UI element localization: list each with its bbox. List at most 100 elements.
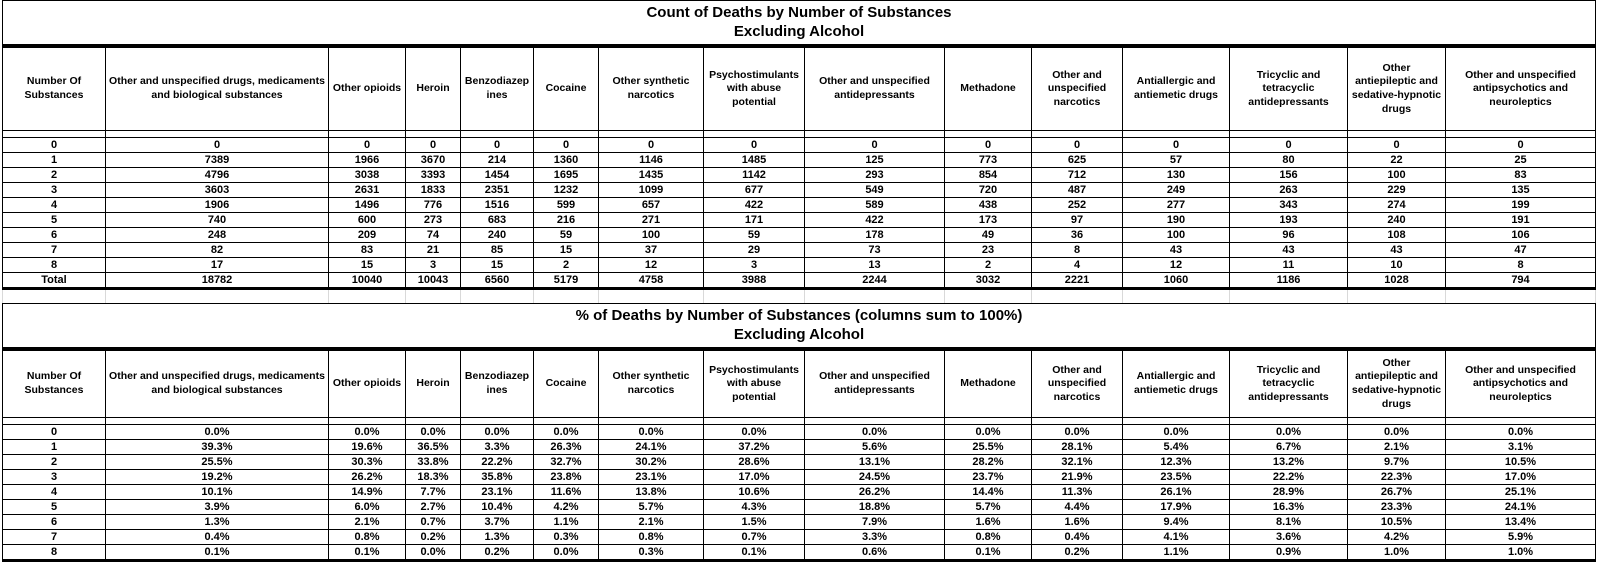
table-cell: 190 [1122,212,1230,228]
row-label: 5 [2,212,106,228]
table-cell: 5.6% [804,439,945,455]
table-cell: 22 [1347,152,1446,168]
table-cell: 0 [1347,137,1446,153]
table-row: 0 0.0% 0.0% 0.0% 0.0% 0.0% 0.0% 0.0% 0.0% 0.0% 0.0… [2,424,1596,440]
table-cell: 0 [1031,137,1123,153]
table-cell: 5.9% [1445,529,1596,545]
table-cell: 25 [1445,152,1596,168]
column-header: Tricyclic and tetracyclic antidepressant… [1229,350,1348,418]
table-cell: 599 [533,197,599,213]
table-cell: 0.0% [533,544,599,562]
row-label: 2 [2,454,106,470]
table-cell: 23.7% [944,469,1032,485]
table-cell: 80 [1229,152,1348,168]
spacer-cell [460,130,534,138]
table-cell: 3670 [405,152,461,168]
table-cell: 0 [460,137,534,153]
table-cell: 125 [804,152,945,168]
table-cell: 83 [1445,167,1596,183]
spacer-cell [703,130,805,138]
table-cell: 0 [804,137,945,153]
spacer-cell [598,130,704,138]
column-header: Other and unspecified drugs, medicaments… [105,350,329,418]
table-cell: 12 [598,257,704,273]
spacer-cell [944,417,1032,425]
table-cell: 4.2% [533,499,599,515]
table-cell: 1.6% [1031,514,1123,530]
gap-cell [533,290,599,303]
table-cell: 854 [944,167,1032,183]
table-cell: 1695 [533,167,599,183]
count-table-grid-container: Number Of Substances Other and unspecifie… [2,47,1596,290]
table-cell: 13 [804,257,945,273]
table-cell: 178 [804,227,945,243]
table-cell: 1485 [703,152,805,168]
table-cell: 0.3% [533,529,599,545]
column-header: Benzodiazepines [460,47,534,131]
table-cell: 193 [1229,212,1348,228]
table-cell: 15 [460,257,534,273]
table-cell: 30.3% [328,454,406,470]
spacer-cell [1031,130,1123,138]
table-cell: 252 [1031,197,1123,213]
spacer-cell [328,417,406,425]
table-cell: 263 [1229,182,1348,198]
table-cell: 293 [804,167,945,183]
table-cell: 17.0% [703,469,805,485]
gap-cell [1031,290,1123,303]
column-header: Psychostimulants with abuse potential [703,350,805,418]
spacer-cell [598,417,704,425]
table-cell: 740 [105,212,329,228]
table-row: 6 1.3% 2.1% 0.7% 3.7% 1.1% 2.1% 1.5% 7.9% 1.6% 1.6… [2,514,1596,530]
table-cell: 10043 [405,272,461,290]
gap-cell [405,290,461,303]
table-row: 8 17 15 3 15 2 12 3 13 2 4 12 11 10 8 [2,257,1596,273]
table-cell: 4796 [105,167,329,183]
table-cell: 2.1% [328,514,406,530]
table-cell: 59 [533,227,599,243]
column-header: Heroin [405,350,461,418]
table-cell: 24.1% [598,439,704,455]
spacer-cell [328,130,406,138]
table-cell: 85 [460,242,534,258]
table-cell: 229 [1347,182,1446,198]
table-cell: 3.6% [1229,529,1348,545]
gap-cell [703,290,805,303]
table-row: 1 7389 1966 3670 214 1360 1146 1485 125 773 625 57 8… [2,152,1596,168]
table-cell: 240 [460,227,534,243]
table-cell: 10.5% [1445,454,1596,470]
table-cell: 422 [804,212,945,228]
table-cell: 277 [1122,197,1230,213]
column-header: Other and unspecified antipsychotics and… [1445,47,1596,131]
column-header: Antiallergic and antiemetic drugs [1122,47,1230,131]
gap-cell [804,290,945,303]
table-cell: 0.1% [944,544,1032,562]
table-cell: 171 [703,212,805,228]
table-cell: 28.1% [1031,439,1123,455]
table-cell: 23.1% [460,484,534,500]
table-cell: 3 [405,257,461,273]
spacer-cell [105,417,329,425]
table-cell: 191 [1445,212,1596,228]
table-cell: 7.9% [804,514,945,530]
row-label: Total [2,272,106,290]
column-header: Other antiepileptic and sedative-hypnoti… [1347,350,1446,418]
column-header: Other opioids [328,47,406,131]
gap-row [2,290,1596,303]
column-header: Heroin [405,47,461,131]
table-cell: 100 [598,227,704,243]
table-cell: 0.0% [105,424,329,440]
table-row: 7 82 83 21 85 15 37 29 73 23 8 43 43 43 47 [2,242,1596,258]
table-cell: 2631 [328,182,406,198]
table-cell: 30.2% [598,454,704,470]
table-cell: 657 [598,197,704,213]
table-cell: 1.3% [105,514,329,530]
table-cell: 11.3% [1031,484,1123,500]
percent-table-title: % of Deaths by Number of Substances (col… [575,307,1023,324]
table-cell: 37 [598,242,704,258]
table-cell: 274 [1347,197,1446,213]
gap-cell [105,290,329,303]
table-cell: 248 [105,227,329,243]
row-label: 0 [2,137,106,153]
gap-cell [944,290,1032,303]
